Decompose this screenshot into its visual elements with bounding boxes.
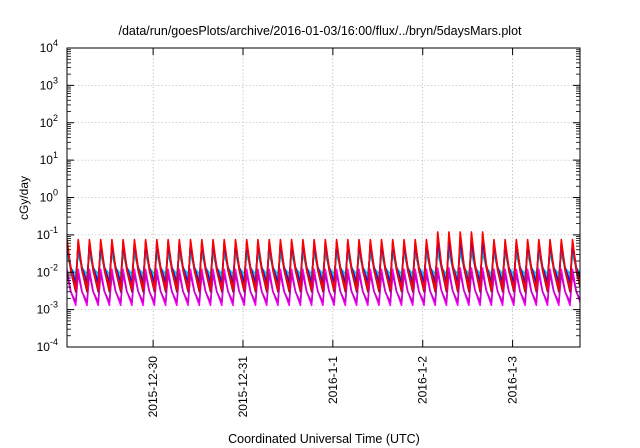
- y-tick-labels: 10-4 10-3 10-2 10-1 100 101 102 103 104: [37, 38, 58, 354]
- y-tick-label: 10-4: [37, 337, 58, 354]
- y-tick-label: 102: [40, 113, 58, 130]
- y-tick-label: 104: [40, 38, 58, 55]
- series-line: [67, 271, 580, 303]
- grid-lines: [67, 48, 580, 347]
- series-group: [67, 231, 580, 307]
- y-axis-title: cGy/day: [17, 176, 31, 220]
- series-line: [67, 231, 580, 291]
- axis-ticks: [67, 47, 580, 348]
- y-tick-label: 10-2: [37, 262, 58, 279]
- y-tick-label: 103: [40, 75, 58, 92]
- y-tick-label: 101: [40, 150, 58, 167]
- y-tick-label: 100: [40, 188, 58, 205]
- chart-title: /data/run/goesPlots/archive/2016-01-03/1…: [118, 24, 522, 38]
- x-tick-label: 2016-1-1: [326, 356, 340, 404]
- x-tick-labels: 2015-12-30 2015-12-31 2016-1-1 2016-1-2 2016…: [146, 356, 519, 418]
- x-tick-label: 2016-1-3: [506, 356, 520, 404]
- y-tick-label: 10-3: [37, 300, 58, 317]
- x-axis-title: Coordinated Universal Time (UTC): [228, 432, 420, 446]
- x-tick-label: 2015-12-31: [236, 356, 250, 418]
- x-tick-label: 2015-12-30: [146, 356, 160, 418]
- x-tick-label: 2016-1-2: [416, 356, 430, 404]
- y-tick-label: 10-1: [37, 225, 58, 242]
